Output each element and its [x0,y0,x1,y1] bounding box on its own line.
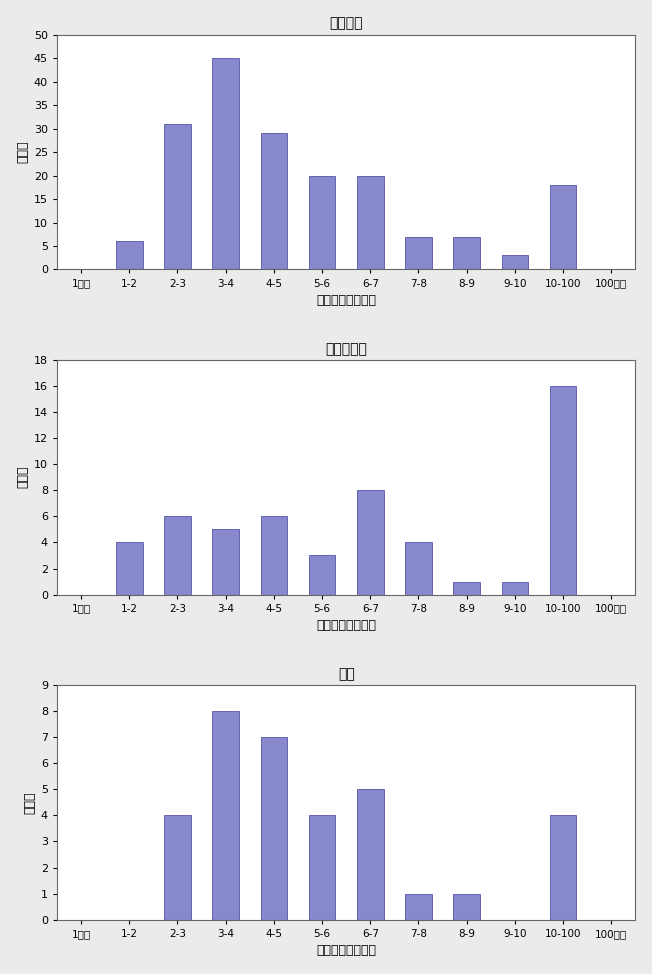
Bar [405,543,432,594]
Bar [357,175,383,270]
Bar [501,255,528,270]
Bar [357,490,383,594]
Bar [261,737,287,919]
Bar [550,386,576,594]
Bar [550,815,576,919]
Title: 沿道: 沿道 [338,667,355,681]
Bar [164,516,191,594]
Bar [164,124,191,270]
Y-axis label: 地点数: 地点数 [17,466,30,488]
Bar [261,516,287,594]
Bar [405,237,432,270]
X-axis label: 濃度（ｎｇ／㎥）: 濃度（ｎｇ／㎥） [316,619,376,632]
Y-axis label: 地点数: 地点数 [23,791,37,813]
Bar [309,815,335,919]
Bar [453,581,480,594]
Bar [309,175,335,270]
Bar [213,58,239,270]
Bar [116,543,143,594]
Bar [116,242,143,270]
Bar [357,789,383,919]
Bar [405,894,432,919]
Y-axis label: 地点数: 地点数 [17,141,30,164]
Bar [261,133,287,270]
X-axis label: 濃度（ｎｇ／㎥）: 濃度（ｎｇ／㎥） [316,294,376,307]
Bar [453,237,480,270]
Bar [550,185,576,270]
Bar [213,711,239,919]
Bar [501,581,528,594]
Title: 一般環境: 一般環境 [329,17,363,30]
Bar [164,815,191,919]
Title: 発生源周辺: 発生源周辺 [325,342,367,356]
X-axis label: 濃度（ｎｇ／㎥）: 濃度（ｎｇ／㎥） [316,945,376,957]
Bar [213,530,239,594]
Bar [309,555,335,594]
Bar [453,894,480,919]
